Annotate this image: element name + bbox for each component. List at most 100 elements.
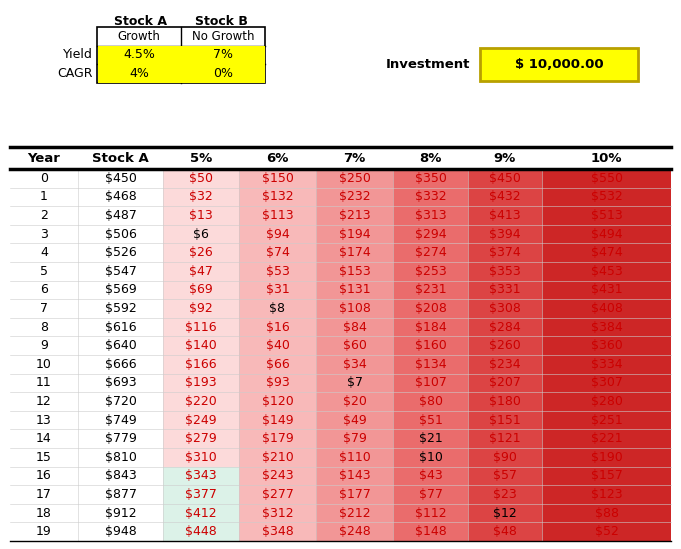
- Text: 10: 10: [36, 358, 52, 371]
- Text: $220: $220: [185, 395, 217, 408]
- Bar: [239, 262, 316, 281]
- Text: $50: $50: [189, 172, 213, 185]
- Bar: [163, 467, 239, 485]
- Bar: [468, 337, 542, 355]
- Bar: [163, 392, 239, 411]
- Bar: [468, 281, 542, 299]
- Bar: [468, 188, 542, 206]
- Text: $212: $212: [338, 507, 370, 519]
- Bar: [393, 337, 468, 355]
- Bar: [239, 485, 316, 504]
- Text: $ 10,000.00: $ 10,000.00: [515, 58, 603, 71]
- Bar: [393, 504, 468, 523]
- Text: $550: $550: [590, 172, 622, 185]
- Text: $134: $134: [415, 358, 446, 371]
- Bar: [468, 504, 542, 523]
- Bar: [468, 429, 542, 448]
- Bar: [542, 188, 671, 206]
- Text: $10: $10: [419, 451, 443, 464]
- Text: 9: 9: [40, 339, 48, 352]
- Text: $112: $112: [415, 507, 446, 519]
- Bar: [239, 429, 316, 448]
- Text: $348: $348: [262, 525, 294, 538]
- Bar: [163, 243, 239, 262]
- Text: $179: $179: [262, 432, 294, 445]
- Text: $279: $279: [185, 432, 217, 445]
- Text: $132: $132: [262, 191, 294, 203]
- Text: $532: $532: [590, 191, 622, 203]
- Bar: [163, 169, 239, 188]
- Text: $313: $313: [415, 209, 446, 222]
- Text: 14: 14: [36, 432, 52, 445]
- Text: 0%: 0%: [213, 67, 233, 80]
- Bar: [316, 281, 393, 299]
- Text: $148: $148: [415, 525, 446, 538]
- Text: $23: $23: [493, 488, 517, 501]
- Text: $616: $616: [105, 321, 136, 334]
- Bar: [316, 225, 393, 243]
- Text: 7: 7: [40, 302, 48, 315]
- Text: $8: $8: [270, 302, 285, 315]
- Text: $21: $21: [419, 432, 443, 445]
- Text: $121: $121: [489, 432, 521, 445]
- Bar: [316, 523, 393, 541]
- Text: CAGR: CAGR: [57, 67, 93, 80]
- Text: $213: $213: [338, 209, 370, 222]
- Text: $779: $779: [105, 432, 136, 445]
- Bar: [542, 392, 671, 411]
- Text: $113: $113: [262, 209, 294, 222]
- Bar: [239, 392, 316, 411]
- Text: $310: $310: [185, 451, 217, 464]
- Text: Growth: Growth: [118, 30, 161, 43]
- Bar: [468, 225, 542, 243]
- Bar: [542, 169, 671, 188]
- Text: Investment: Investment: [385, 58, 470, 71]
- Bar: [163, 337, 239, 355]
- Text: $53: $53: [266, 265, 289, 278]
- Bar: [316, 374, 393, 392]
- Bar: [542, 429, 671, 448]
- Text: $221: $221: [590, 432, 622, 445]
- Text: $450: $450: [489, 172, 521, 185]
- Bar: [393, 467, 468, 485]
- Text: $90: $90: [493, 451, 517, 464]
- Text: $110: $110: [338, 451, 370, 464]
- Text: $184: $184: [415, 321, 446, 334]
- Text: $353: $353: [489, 265, 521, 278]
- Bar: [393, 392, 468, 411]
- Bar: [542, 467, 671, 485]
- Text: 7%: 7%: [343, 152, 366, 165]
- Bar: [316, 169, 393, 188]
- Text: $431: $431: [590, 283, 622, 296]
- Text: $640: $640: [105, 339, 136, 352]
- Text: 4: 4: [40, 246, 48, 259]
- Text: $912: $912: [105, 507, 136, 519]
- Bar: [468, 206, 542, 225]
- Text: 5%: 5%: [190, 152, 212, 165]
- Bar: [542, 411, 671, 429]
- Bar: [163, 523, 239, 541]
- Text: $253: $253: [415, 265, 446, 278]
- Bar: [542, 355, 671, 374]
- Text: $948: $948: [105, 525, 136, 538]
- Text: $666: $666: [105, 358, 136, 371]
- Text: $157: $157: [590, 469, 622, 483]
- Text: 3: 3: [40, 228, 48, 240]
- Text: $57: $57: [493, 469, 517, 483]
- Text: $547: $547: [105, 265, 136, 278]
- Bar: [542, 504, 671, 523]
- Bar: [239, 355, 316, 374]
- Text: Yield: Yield: [63, 48, 93, 61]
- Text: $308: $308: [489, 302, 521, 315]
- Text: $513: $513: [590, 209, 622, 222]
- Text: $360: $360: [590, 339, 622, 352]
- Bar: [239, 243, 316, 262]
- Text: $294: $294: [415, 228, 446, 240]
- Bar: [542, 374, 671, 392]
- Bar: [542, 262, 671, 281]
- Text: $151: $151: [489, 413, 521, 427]
- Text: $80: $80: [419, 395, 443, 408]
- Text: $32: $32: [189, 191, 213, 203]
- Text: $177: $177: [338, 488, 370, 501]
- Text: $377: $377: [185, 488, 217, 501]
